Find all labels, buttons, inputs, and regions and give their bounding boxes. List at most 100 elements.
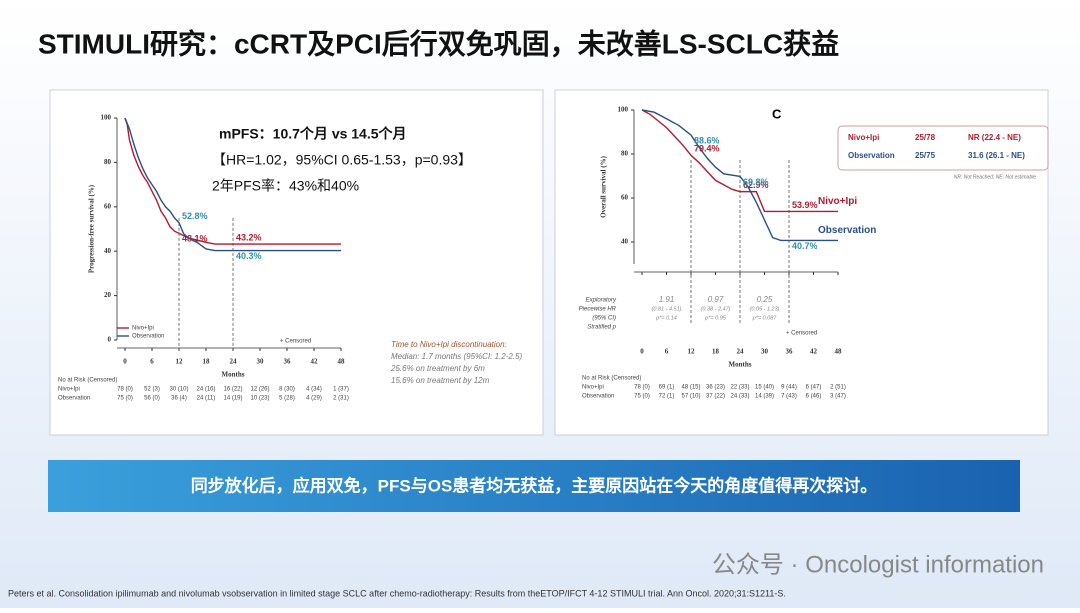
risk-cell: 48 (15): [681, 385, 700, 391]
legend-cell: 31.6 (26.1 - NE): [968, 151, 1025, 160]
x-tick-label: 30: [761, 348, 769, 356]
note: 25.6% on treatment by 6m: [390, 364, 485, 373]
x-axis-label: Months: [729, 361, 752, 369]
x-tick-label: 18: [203, 358, 211, 366]
survival-curve: [124, 117, 341, 252]
piecewise-label: Exploratory: [586, 298, 617, 304]
x-tick-label: 48: [835, 348, 843, 356]
risk-cell: 2 (31): [333, 396, 349, 402]
y-tick-label: 20: [104, 291, 112, 299]
risk-cell: 14 (19): [223, 396, 242, 402]
survival-curve: [641, 109, 838, 213]
point-label: 52.8%: [182, 211, 208, 221]
y-tick-label: 100: [618, 106, 629, 114]
piecewise-label: (95% CI): [592, 316, 616, 322]
piecewise-label: Piecewise HR: [579, 307, 617, 313]
risk-cell: 4 (34): [306, 387, 322, 393]
censored-label: + Censored: [280, 339, 311, 345]
series-label: Nivo+Ipi: [818, 196, 857, 207]
y-axis-label: Progression-free survival (%): [88, 184, 96, 273]
piecewise-cell: p*= 0.95: [704, 315, 727, 321]
x-tick-label: 6: [665, 348, 669, 356]
risk-cell: 57 (10): [681, 394, 700, 400]
slide-title: STIMULI研究：cCRT及PCI后行双免巩固，未改善LS-SCLC获益: [38, 27, 839, 59]
highlight: mPFS：10.7个月 vs 14.5个月: [219, 126, 407, 142]
x-tick-label: 6: [150, 358, 154, 366]
risk-header: No at Risk (Censored): [58, 378, 117, 384]
x-tick-label: 24: [737, 348, 745, 356]
point-label: 88.6%: [694, 135, 720, 145]
y-tick-label: 60: [104, 202, 112, 210]
x-tick-label: 30: [257, 358, 265, 366]
risk-cell: 78 (0): [634, 385, 650, 391]
survival-curve: [641, 109, 838, 242]
piecewise-cell: p*= 0.087: [752, 315, 778, 321]
risk-cell: 52 (3): [144, 387, 160, 393]
charts: 0 20 40 60 80 100 0 6 12 18 24 30 36 42 48 Months Progre…: [58, 106, 1049, 402]
x-tick-label: 42: [810, 348, 818, 356]
risk-cell: 78 (0): [117, 387, 133, 393]
legend-box: [837, 125, 1049, 171]
risk-cell: 6 (47): [806, 385, 822, 391]
risk-cell: 56 (0): [144, 396, 160, 402]
point-label: 40.7%: [792, 241, 818, 251]
risk-cell: 37 (22): [706, 394, 725, 400]
censored-label: + Censored: [786, 331, 817, 337]
legend-label: Nivo+Ipi: [132, 326, 154, 332]
note: Time to Nivo+Ipi discontinuation:: [391, 340, 507, 349]
highlight: 【HR=1.02，95%CI 0.65-1.53，p=0.93】: [212, 152, 472, 168]
risk-cell: 3 (47): [830, 394, 846, 400]
risk-header: No at Risk (Censored): [582, 376, 641, 382]
risk-cell: 30 (10): [169, 387, 188, 393]
risk-cell: 24 (33): [730, 394, 749, 400]
y-tick-label: 40: [104, 247, 112, 255]
y-tick-label: 100: [101, 114, 112, 122]
note: 15.6% on treatment by 12m: [391, 376, 490, 385]
watermark: 公众号 · Oncologist information: [712, 551, 1044, 578]
piecewise-cell: p*= 0.14: [655, 315, 677, 321]
y-tick-label: 40: [621, 238, 629, 246]
y-tick-label: 0: [108, 336, 112, 344]
risk-cell: 9 (44): [781, 385, 797, 391]
survival-curve: [124, 117, 341, 245]
x-tick-label: 12: [176, 358, 184, 366]
legend-cell: Nivo+Ipi: [848, 133, 879, 142]
banner: [48, 460, 1020, 512]
x-tick-label: 36: [284, 358, 292, 366]
highlight: 2年PFS率：43%和40%: [212, 178, 359, 194]
risk-cell: 22 (33): [730, 385, 749, 391]
risk-cell: 4 (29): [306, 396, 322, 402]
legend-cell: Observation: [848, 151, 895, 160]
risk-cell: 5 (28): [279, 396, 295, 402]
risk-cell: 6 (46): [806, 394, 822, 400]
banner-text: 同步放化后，应用双免，PFS与OS患者均无获益，主要原因站在今天的角度值得再次探…: [191, 475, 878, 495]
legend-label: Observation: [132, 334, 164, 340]
x-tick-label: 0: [640, 348, 644, 356]
piecewise-cell: 0.97: [708, 295, 724, 304]
point-label: 48.1%: [182, 234, 208, 244]
risk-cell: 72 (1): [659, 394, 675, 400]
risk-cell: 69 (1): [659, 385, 675, 391]
risk-cell: 75 (0): [117, 396, 133, 402]
risk-row-label: Observation: [582, 394, 614, 400]
risk-row-label: Observation: [58, 396, 90, 402]
x-axis-label: Months: [222, 371, 245, 379]
risk-cell: 36 (23): [706, 385, 725, 391]
risk-cell: 15 (40): [755, 385, 774, 391]
legend-cell: NR (22.4 - NE): [968, 133, 1021, 142]
footer: Peters et al. Consolidation ipilimumab a…: [8, 588, 786, 598]
series-label: Observation: [818, 225, 876, 236]
point-label: 69.8%: [743, 177, 769, 187]
y-tick-label: 80: [104, 158, 112, 166]
point-label: 43.2%: [236, 232, 262, 242]
y-tick-label: 80: [621, 150, 629, 158]
piecewise-cell: (0.38 - 2.47): [701, 306, 731, 312]
x-tick-label: 18: [712, 348, 720, 356]
point-label: 53.9%: [792, 200, 818, 210]
risk-cell: 24 (11): [197, 396, 216, 402]
risk-cell: 36 (4): [171, 396, 187, 402]
x-tick-label: 42: [311, 358, 319, 366]
note: Median: 1.7 months (95%CI: 1.2-2.5): [391, 352, 523, 361]
